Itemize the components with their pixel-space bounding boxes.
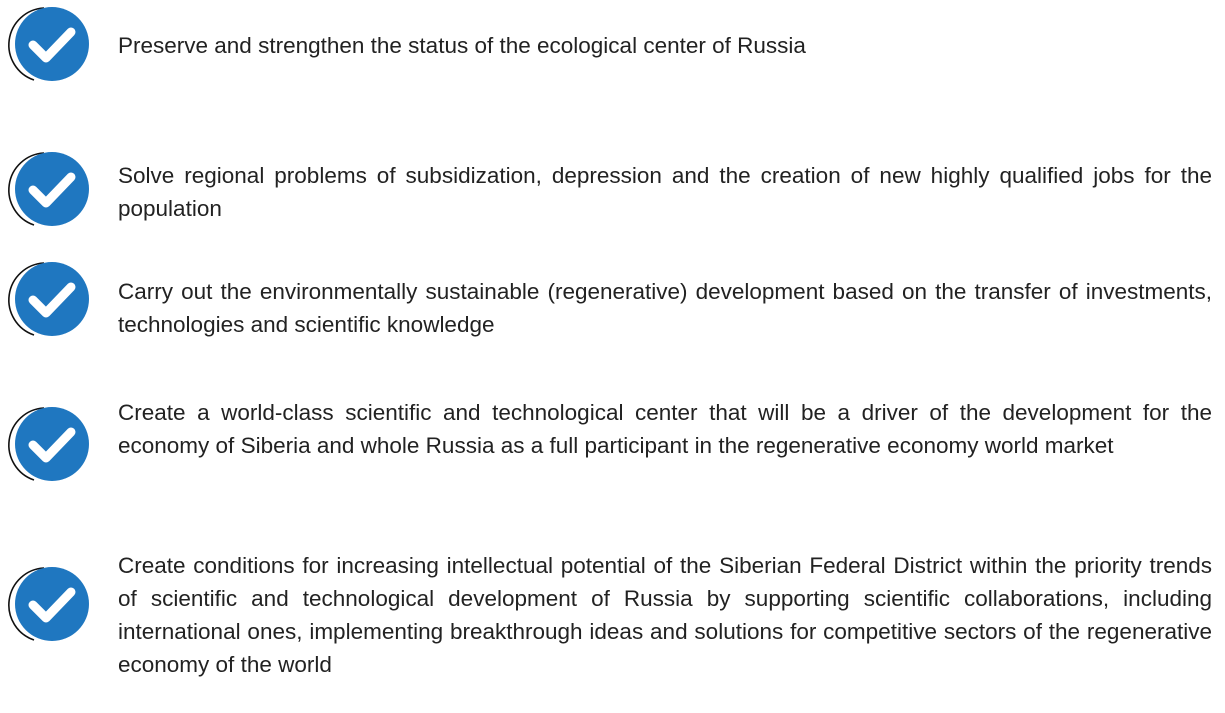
icon-check bbox=[28, 427, 76, 463]
icon-arc bbox=[8, 567, 45, 641]
item-text: Create a world-class scientific and tech… bbox=[118, 400, 1212, 458]
icon-check bbox=[28, 172, 76, 208]
check-icon bbox=[8, 567, 89, 641]
item-text: Create conditions for increasing intelle… bbox=[118, 553, 1212, 677]
check-icon bbox=[8, 152, 89, 226]
icon-arc bbox=[8, 262, 45, 336]
icon-circle bbox=[15, 567, 89, 641]
icon-check bbox=[28, 27, 76, 63]
icon-check bbox=[28, 587, 76, 623]
icon-circle bbox=[15, 262, 89, 336]
icon-arc bbox=[8, 152, 45, 226]
item-text: Solve regional problems of subsidization… bbox=[118, 163, 1212, 221]
check-icon bbox=[8, 262, 89, 336]
icon-circle bbox=[15, 7, 89, 81]
icon-circle bbox=[15, 407, 89, 481]
icon-arc bbox=[8, 7, 45, 81]
icon-circle bbox=[15, 152, 89, 226]
icon-arc bbox=[8, 407, 45, 481]
icon-check bbox=[28, 282, 76, 318]
item-text: Preserve and strengthen the status of th… bbox=[118, 33, 806, 58]
item-text: Carry out the environmentally sustainabl… bbox=[118, 279, 1212, 337]
check-icon bbox=[8, 7, 89, 81]
check-icon bbox=[8, 407, 89, 481]
